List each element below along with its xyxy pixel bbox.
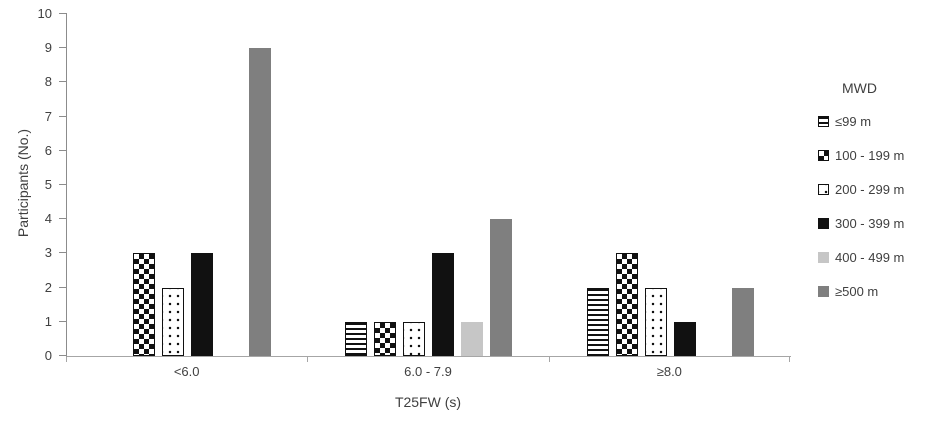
x-tick-mark bbox=[549, 357, 550, 362]
y-tick-label: 10 bbox=[37, 6, 52, 21]
y-tick-label: 8 bbox=[44, 74, 52, 90]
legend-label: 200 - 299 m bbox=[835, 182, 905, 197]
y-tick-mark bbox=[59, 252, 67, 254]
bar-slot bbox=[104, 14, 126, 356]
x-axis-ticks bbox=[66, 357, 790, 362]
legend-label: 400 - 499 m bbox=[835, 250, 905, 265]
bar bbox=[249, 48, 272, 356]
legend-item: 400 - 499 m bbox=[818, 250, 928, 265]
y-tick-label: 4 bbox=[44, 211, 52, 227]
bar-slot bbox=[162, 14, 185, 356]
legend-label: 100 - 199 m bbox=[835, 148, 905, 163]
bar-slot bbox=[345, 14, 368, 356]
legend-item: ≤99 m bbox=[818, 114, 928, 129]
bar bbox=[461, 322, 484, 356]
y-tick-label: 3 bbox=[44, 245, 52, 261]
y-tick-label: 6 bbox=[44, 142, 52, 158]
legend-item: 100 - 199 m bbox=[818, 148, 928, 163]
bar-group bbox=[67, 14, 308, 356]
x-tick-labels: <6.0 6.0 - 7.9 ≥8.0 bbox=[66, 364, 790, 379]
bar-slot bbox=[191, 14, 214, 356]
y-tick-label: 9 bbox=[44, 40, 52, 56]
y-tick-mark bbox=[59, 286, 67, 288]
bar-slot bbox=[586, 14, 609, 356]
y-tick-mark bbox=[59, 320, 67, 322]
x-tick-mark bbox=[307, 357, 308, 362]
y-tick-label: 2 bbox=[44, 279, 52, 295]
legend-swatch-hstripes bbox=[818, 116, 829, 127]
y-tick-label: 0 bbox=[44, 348, 52, 363]
y-tick-labels: 0 1 2 3 4 5 6 7 8 9 10 bbox=[0, 6, 52, 363]
legend-swatch-solid-darkgray bbox=[818, 286, 829, 297]
legend: MWD ≤99 m 100 - 199 m 200 - 299 m 300 - 399… bbox=[818, 80, 928, 318]
bar-slot bbox=[133, 14, 156, 356]
legend-swatch-solid-lightgray bbox=[818, 252, 829, 263]
x-tick-mark bbox=[789, 357, 790, 362]
x-tick-label: ≥8.0 bbox=[656, 364, 682, 379]
bar-slot bbox=[673, 14, 696, 356]
x-axis-title: T25FW (s) bbox=[394, 394, 462, 410]
y-tick-mark bbox=[59, 47, 67, 49]
y-tick-mark bbox=[59, 184, 67, 185]
legend-item: 200 - 299 m bbox=[818, 182, 928, 197]
bar-slot bbox=[249, 14, 272, 356]
bar bbox=[432, 253, 455, 356]
bar-slot bbox=[731, 14, 754, 356]
bar bbox=[644, 288, 667, 356]
x-tick-label: 6.0 - 7.9 bbox=[404, 364, 452, 379]
bar-slot bbox=[461, 14, 484, 356]
bar bbox=[345, 322, 368, 356]
y-tick-label: 1 bbox=[44, 313, 52, 329]
bar bbox=[490, 219, 513, 356]
bar-slot bbox=[432, 14, 455, 356]
bar bbox=[133, 253, 156, 356]
legend-swatch-solid-black bbox=[818, 218, 829, 229]
legend-label: ≥500 m bbox=[835, 284, 879, 299]
bar-slot bbox=[374, 14, 397, 356]
bar bbox=[403, 322, 426, 356]
bar-slot bbox=[490, 14, 513, 356]
legend-label: ≤99 m bbox=[835, 114, 872, 129]
legend-items: ≤99 m 100 - 199 m 200 - 299 m 300 - 399 m 40… bbox=[818, 114, 928, 299]
bar-group bbox=[550, 14, 791, 356]
bar-slot bbox=[644, 14, 667, 356]
bar bbox=[162, 288, 185, 356]
y-tick-mark bbox=[59, 115, 67, 117]
legend-item: 300 - 399 m bbox=[818, 216, 928, 231]
bar bbox=[731, 288, 754, 356]
bar-slot bbox=[703, 14, 725, 356]
y-tick-mark bbox=[59, 81, 67, 83]
x-tick-mark bbox=[66, 357, 67, 362]
x-tick-label: <6.0 bbox=[173, 364, 200, 379]
y-tick-label: 5 bbox=[44, 177, 52, 192]
y-axis-ticks bbox=[59, 13, 67, 356]
bar-group bbox=[308, 14, 549, 356]
bar bbox=[615, 253, 638, 356]
bar bbox=[673, 322, 696, 356]
y-tick-mark bbox=[59, 13, 67, 14]
bar-slot bbox=[615, 14, 638, 356]
y-tick-mark bbox=[59, 149, 67, 151]
y-tick-mark bbox=[59, 218, 67, 220]
plot-area bbox=[66, 14, 791, 357]
legend-item: ≥500 m bbox=[818, 284, 928, 299]
bar bbox=[586, 288, 609, 356]
legend-swatch-checker bbox=[818, 150, 829, 161]
legend-swatch-dots bbox=[818, 184, 829, 195]
legend-title: MWD bbox=[842, 80, 877, 96]
y-tick-label: 7 bbox=[44, 108, 52, 124]
bar bbox=[374, 322, 397, 356]
legend-label: 300 - 399 m bbox=[835, 216, 905, 231]
bar-slot bbox=[220, 14, 242, 356]
bar-slot bbox=[403, 14, 426, 356]
bar bbox=[191, 253, 214, 356]
y-tick-mark bbox=[59, 355, 67, 356]
